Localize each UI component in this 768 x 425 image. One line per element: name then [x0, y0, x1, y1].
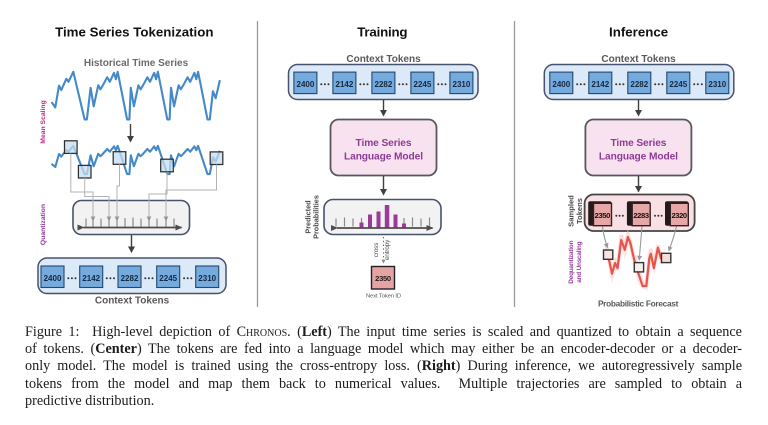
svg-text:2282: 2282 [630, 80, 648, 89]
svg-text:2142: 2142 [336, 80, 354, 89]
svg-text:2350: 2350 [375, 274, 391, 283]
svg-text:2282: 2282 [121, 274, 139, 283]
svg-text:Context Tokens: Context Tokens [601, 54, 676, 65]
svg-text:2245: 2245 [159, 274, 177, 283]
svg-text:Tokens: Tokens [575, 198, 584, 224]
svg-text:Predicted: Predicted [304, 200, 313, 233]
svg-text:2400: 2400 [297, 80, 315, 89]
svg-text:Language Model: Language Model [599, 152, 678, 163]
svg-text:and Unscaling: and Unscaling [576, 241, 583, 282]
svg-text:2400: 2400 [552, 80, 570, 89]
svg-text:Dequantization: Dequantization [568, 240, 575, 283]
svg-text:Mean Scaling: Mean Scaling [40, 100, 47, 143]
svg-text:2400: 2400 [44, 274, 62, 283]
svg-text:Inference: Inference [609, 24, 668, 39]
svg-text:Time Series: Time Series [610, 138, 666, 149]
svg-text:2350: 2350 [595, 211, 610, 220]
svg-text:Next Token ID: Next Token ID [366, 294, 401, 300]
svg-text:2142: 2142 [591, 80, 609, 89]
svg-text:Sampled: Sampled [567, 195, 576, 227]
svg-text:Time Series Tokenization: Time Series Tokenization [55, 24, 213, 39]
svg-text:Quantization: Quantization [40, 204, 47, 245]
svg-text:2310: 2310 [453, 80, 471, 89]
svg-text:2245: 2245 [414, 80, 432, 89]
svg-text:Probabilities: Probabilities [311, 195, 320, 239]
svg-text:Context Tokens: Context Tokens [346, 54, 421, 65]
svg-text:2282: 2282 [375, 80, 393, 89]
svg-text:Time Series: Time Series [356, 138, 412, 149]
svg-text:Training: Training [357, 24, 407, 39]
svg-text:2320: 2320 [671, 211, 686, 220]
svg-text:Probabilistic Forecast: Probabilistic Forecast [598, 299, 679, 309]
svg-text:2310: 2310 [198, 274, 216, 283]
svg-text:2283: 2283 [633, 211, 648, 220]
svg-text:Context Tokens: Context Tokens [95, 296, 170, 307]
svg-text:Language Model: Language Model [344, 152, 423, 163]
svg-text:2142: 2142 [82, 274, 100, 283]
svg-text:2245: 2245 [669, 80, 687, 89]
svg-text:entropy: entropy [384, 239, 391, 260]
svg-text:Historical Time Series: Historical Time Series [84, 58, 189, 69]
svg-text:2310: 2310 [708, 80, 726, 89]
svg-text:cross: cross [373, 242, 380, 257]
